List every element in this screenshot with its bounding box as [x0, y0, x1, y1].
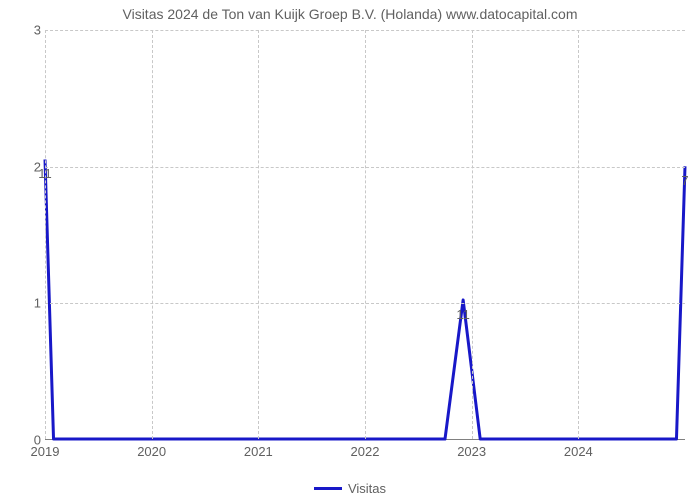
chart-title: Visitas 2024 de Ton van Kuijk Groep B.V.…	[0, 6, 700, 22]
x-tick-label: 2019	[31, 444, 60, 459]
gridline-v	[578, 30, 579, 439]
y-tick-label: 1	[25, 296, 41, 311]
data-point-label: 11	[456, 307, 470, 322]
chart-container: Visitas 2024 de Ton van Kuijk Groep B.V.…	[0, 0, 700, 500]
data-point-label: 11	[38, 166, 52, 181]
x-tick-label: 2024	[564, 444, 593, 459]
x-tick-label: 2023	[457, 444, 486, 459]
y-tick-label: 3	[25, 23, 41, 38]
gridline-v	[472, 30, 473, 439]
plot-area	[45, 30, 685, 440]
x-tick-label: 2020	[137, 444, 166, 459]
gridline-v	[365, 30, 366, 439]
gridline-v	[152, 30, 153, 439]
x-tick-label: 2021	[244, 444, 273, 459]
x-tick-label: 2022	[351, 444, 380, 459]
legend-label: Visitas	[348, 481, 386, 496]
gridline-v	[45, 30, 46, 439]
legend-swatch	[314, 487, 342, 490]
gridline-v	[258, 30, 259, 439]
legend-item: Visitas	[314, 481, 386, 496]
data-point-label: 7	[681, 173, 688, 188]
legend: Visitas	[0, 477, 700, 496]
